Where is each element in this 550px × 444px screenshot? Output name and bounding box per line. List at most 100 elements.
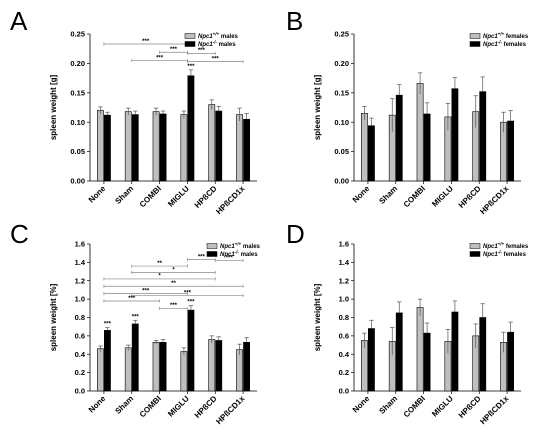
y-tick-label: 0.00 [334,177,349,186]
legend-swatch [184,41,196,47]
comparison-label: *** [212,56,220,62]
category-label: Sham [113,184,135,206]
legend-label: Npc1+/+ females [483,242,529,251]
y-tick-label: 0.8 [339,313,349,322]
panel-B: B 0.00 0.05 0.10 0.15 0.20 0.25 spleen weight [… [286,6,529,216]
category-label: Sham [377,184,399,206]
bar [479,91,487,182]
bar [159,113,167,182]
bar [361,113,368,182]
y-tick-label: 1.6 [339,240,349,249]
bar [97,110,104,182]
significance-marker: *** [104,322,112,328]
bar [131,114,139,182]
panel-label: A [10,6,28,36]
legend-swatch [469,243,481,249]
comparison-label: ** [171,281,176,287]
bar [479,317,487,392]
bar [131,323,139,392]
y-tick-label: 0.6 [339,331,349,340]
comparison-label: *** [170,47,178,53]
bar [124,347,132,392]
category-label: COMBI [402,394,427,419]
comparison-label: *** [198,48,206,54]
bar [395,94,403,182]
bar [104,330,111,392]
bar [416,307,424,392]
comparison-label: *** [142,39,150,45]
category-label: HPßCD [193,184,219,210]
category-label: HPßCD1x [214,184,247,217]
panel-label: D [286,219,305,249]
bar [368,328,375,392]
comparison-label: *** [128,296,136,302]
bar [180,351,188,392]
category-label: HPßCD1x [214,394,247,427]
bar [451,88,459,182]
bar [423,113,431,182]
y-tick-label: 0.25 [70,30,85,39]
bar [423,332,431,392]
y-tick-label: 0.05 [334,147,349,156]
legend-swatch [206,251,218,257]
y-tick-label: 0.0 [339,387,349,396]
bar [97,348,104,392]
category-label: MIGLU [166,394,191,419]
category-label: None [87,394,108,415]
y-tick-label: 1.2 [339,276,349,285]
significance-marker: *** [187,300,195,306]
legend-label: Npc1-/- males [198,40,236,49]
category-label: HPßCD1x [478,184,511,217]
panel-D: D 0.0 0.2 0.4 0.6 0.8 1.0 1.2 1.4 1.6 spleen weigh… [286,219,529,426]
y-tick-label: 0.6 [75,331,85,340]
bar [187,309,195,392]
legend-swatch [469,41,481,47]
y-tick-label: 0.20 [334,59,349,68]
bar [215,110,223,182]
bar [507,120,514,182]
y-axis-label: spleen weight [%] [313,283,322,351]
panel-label: B [286,6,303,36]
category-label: MIGLU [430,184,455,209]
panel-C: C 0.0 0.2 0.4 0.6 0.8 1.0 1.2 1.4 1.6 spleen weigh… [10,219,261,426]
bar [208,104,216,182]
y-tick-label: 0.10 [70,118,85,127]
y-tick-label: 0.10 [334,118,349,127]
y-tick-label: 0.0 [75,387,85,396]
y-tick-label: 1.4 [339,258,350,267]
comparison-label: *** [170,303,178,309]
legend-label: Npc1-/- males [220,250,258,259]
comparison-label: *** [156,55,164,61]
bar [180,114,188,182]
legend-label: Npc1+/+ females [483,32,529,41]
y-tick-label: 1.4 [75,258,86,267]
category-label: None [87,184,108,205]
y-tick-label: 0.2 [339,368,349,377]
bar [236,114,243,182]
y-tick-label: 0.20 [70,59,85,68]
legend-swatch [206,243,218,249]
bar [507,331,514,392]
y-tick-label: 1.0 [75,295,85,304]
y-tick-label: 0.05 [70,147,85,156]
bar [243,342,250,392]
legend-label: Npc1-/- females [483,250,527,259]
y-axis-label: spleen weight [g] [49,75,58,141]
y-tick-label: 1.6 [75,240,85,249]
bar [416,83,424,182]
category-label: COMBI [138,394,163,419]
legend-label: Npc1-/- females [483,40,527,49]
y-axis-label: spleen weight [%] [49,283,58,351]
bar [152,111,160,182]
category-label: Sham [113,394,135,416]
category-label: None [351,394,372,415]
significance-marker: *** [132,314,140,320]
bar [243,118,250,182]
y-tick-label: 0.8 [75,313,85,322]
legend-label: Npc1+/+ males [198,32,239,41]
category-label: HPßCD [457,184,483,210]
y-tick-label: 0.4 [339,350,350,359]
bar [368,125,375,182]
comparison-label: * [158,274,161,280]
y-tick-label: 1.0 [339,295,349,304]
